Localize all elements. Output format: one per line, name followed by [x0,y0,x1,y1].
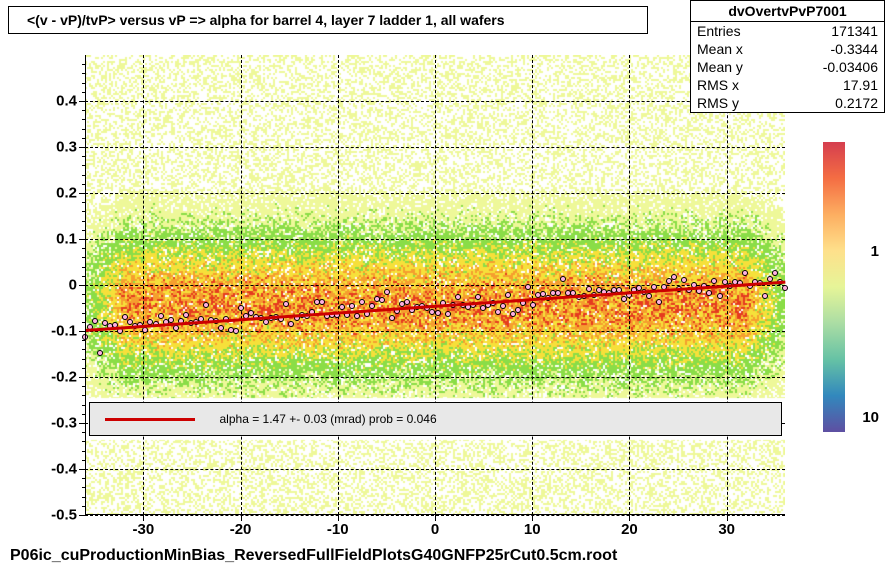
stats-meanx-label: Mean x [697,40,743,58]
y-tick-label: -0.4 [17,461,77,478]
y-tick-label: 0.3 [17,139,77,156]
stats-meany: Mean y -0.03406 [691,58,884,76]
stats-rmsy-label: RMS y [697,94,739,112]
stats-meany-value: -0.03406 [823,58,878,76]
y-tick-label: -0.2 [17,369,77,386]
stats-rmsx-label: RMS x [697,76,739,94]
y-tick-label: 0.4 [17,93,77,110]
x-tick-label: 30 [718,521,735,538]
stats-entries-value: 171341 [831,22,878,40]
title-text: <(v - vP)/tvP> versus vP => alpha for ba… [27,12,505,28]
fit-legend: alpha = 1.47 +- 0.03 (mrad) prob = 0.046 [89,402,782,436]
x-tick-label: 20 [621,521,638,538]
plot-title: <(v - vP)/tvP> versus vP => alpha for ba… [8,6,648,34]
stats-name: dvOvertvPvP7001 [691,1,884,22]
y-tick-label: -0.3 [17,415,77,432]
colorbar-label: 10 [862,409,879,426]
plot-area: alpha = 1.47 +- 0.03 (mrad) prob = 0.046 [85,55,785,515]
y-tick-label: 0 [17,277,77,294]
stats-meanx: Mean x -0.3344 [691,40,884,58]
stats-box: dvOvertvPvP7001 Entries 171341 Mean x -0… [690,0,885,113]
colorbar-label: 1 [871,243,879,260]
stats-rmsx-value: 17.91 [843,76,878,94]
x-tick-label: -10 [327,521,349,538]
footer-filename: P06ic_cuProductionMinBias_ReversedFullFi… [10,547,617,565]
x-tick-label: 0 [431,521,439,538]
colorbar [823,142,845,432]
stats-meanx-value: -0.3344 [831,40,878,58]
stats-entries: Entries 171341 [691,22,884,40]
x-tick-label: 10 [524,521,541,538]
y-tick-label: -0.5 [17,507,77,524]
stats-rmsy-value: 0.2172 [835,94,878,112]
stats-rmsx: RMS x 17.91 [691,76,884,94]
x-tick-label: -30 [132,521,154,538]
legend-text: alpha = 1.47 +- 0.03 (mrad) prob = 0.046 [220,412,437,426]
y-tick-label: -0.1 [17,323,77,340]
stats-meany-label: Mean y [697,58,743,76]
y-tick-label: 0.2 [17,185,77,202]
y-tick-label: 0.1 [17,231,77,248]
x-tick-label: -20 [230,521,252,538]
legend-line-sample [105,418,195,421]
stats-entries-label: Entries [697,22,741,40]
stats-rmsy: RMS y 0.2172 [691,94,884,112]
plot-frame [85,55,785,515]
